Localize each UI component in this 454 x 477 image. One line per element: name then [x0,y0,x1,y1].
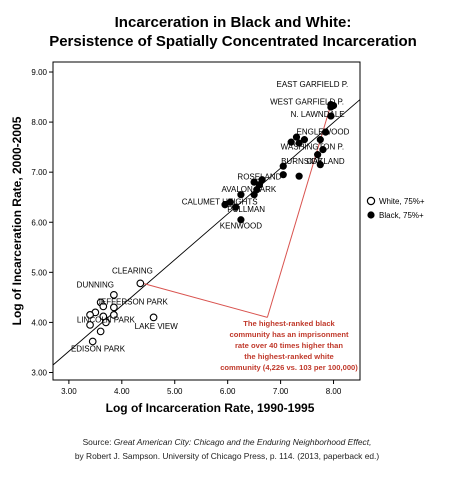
white-community-point [110,303,118,312]
black-community-point [300,136,309,144]
y-tick-label: 8.00 [31,118,47,127]
point-label: PULLMAN [227,205,265,214]
x-tick-label: 3.00 [61,387,77,396]
black-community-point [321,128,330,136]
legend-black-label: Black, 75%+ [379,211,424,220]
white-community-point [86,311,94,319]
black-community-point [295,139,303,147]
x-tick-label: 8.00 [326,387,342,396]
x-tick-label: 6.00 [220,387,236,396]
y-tick-label: 3.00 [31,368,47,377]
point-label: EAST GARFIELD P. [276,80,348,89]
point-label: ENGLEWOOD [296,128,349,137]
black-community-point [314,151,322,159]
point-label: OAKLAND [306,157,344,166]
annotation-line-3: rate over 40 times higher than [235,341,343,350]
annotation-line-2: community has an imprisonment [230,330,349,339]
black-community-point [316,161,324,169]
point-label: WASHINGTON P. [281,143,344,152]
black-community-point [292,133,301,141]
point-label: AVALON PARK [222,185,277,194]
source-line-1: Source: Great American City: Chicago and… [0,437,454,447]
white-community-point [96,327,105,336]
data-points [86,100,338,346]
point-label: N. LAWNDALE [291,110,345,119]
black-community-point [319,146,327,154]
point-label: CLEARING [112,266,153,275]
black-community-point [287,138,295,146]
y-tick-label: 6.00 [31,218,47,227]
x-tick-label: 5.00 [167,387,183,396]
y-axis-title: Log of Incarceration Rate, 2000-2005 [10,116,24,325]
point-label: ROSELAND [237,173,281,182]
white-community-point [88,337,97,346]
source-prefix: Source: [82,437,114,447]
plot-frame [52,61,361,381]
point-label: EDISON PARK [71,344,126,353]
y-axis-ticks: 3.00 4.00 5.00 6.00 7.00 8.00 9.00 [31,68,53,377]
point-label: LAKE VIEW [135,322,179,331]
point-label: CALUMET HEIGHTS [182,198,258,207]
black-community-point [232,203,240,211]
black-community-point [327,112,335,120]
white-community-point [110,291,118,299]
point-label: DUNNING [77,280,114,289]
annotation-line-4: the highest-ranked white [244,352,333,361]
point-labels: EAST GARFIELD P. WEST GARFIELD P. N. LAWND… [71,80,350,353]
point-label: JEFFERSON PARK [97,297,169,306]
annotation-text: The highest-ranked black community has a… [220,319,358,372]
point-label: LINCOLN PARK [77,315,136,324]
y-tick-label: 5.00 [31,268,47,277]
source-book-title: Great American City: Chicago and the End… [113,437,372,447]
legend: White, 75%+ Black, 75%+ [366,196,425,220]
point-label: BURNSIDE [281,157,322,166]
x-axis-ticks: 3.00 4.00 5.00 6.00 7.00 8.00 [61,380,342,396]
white-community-point [102,318,110,327]
chart-subtitle: Persistence of Spatially Concentrated In… [49,33,417,50]
y-tick-label: 4.00 [31,318,47,327]
black-community-point [250,191,258,199]
white-community-point [86,321,94,329]
black-community-point [295,172,303,180]
black-community-point [237,191,245,199]
black-community-point [316,136,324,144]
y-tick-label: 9.00 [31,68,47,77]
chart-title: Incarceration in Black and White: [115,14,352,31]
x-tick-label: 7.00 [273,387,289,396]
annotation-line-1: The highest-ranked black [243,319,335,328]
annotation-arrow [142,282,268,318]
black-community-point [279,171,287,179]
annotation-line-5: community (4,226 vs. 103 per 100,000) [220,363,358,372]
black-community-point [279,162,287,170]
point-label: WEST GARFIELD P. [270,98,344,107]
white-community-point [99,302,108,311]
white-community-point [149,313,158,322]
x-axis-title: Log of Incarceration Rate, 1990-1995 [106,401,315,415]
legend-black-marker [367,211,375,219]
white-community-point [110,311,118,319]
black-community-point [221,201,229,209]
white-community-point [136,279,145,288]
x-tick-label: 4.00 [114,387,130,396]
y-tick-label: 7.00 [31,168,47,177]
legend-white-marker [366,196,376,206]
source-line-2: by Robert J. Sampson. University of Chic… [74,451,380,461]
legend-white-label: White, 75%+ [379,197,425,206]
point-label: KENWOOD [220,221,262,230]
black-community-point [237,216,245,224]
black-community-point [327,103,335,111]
